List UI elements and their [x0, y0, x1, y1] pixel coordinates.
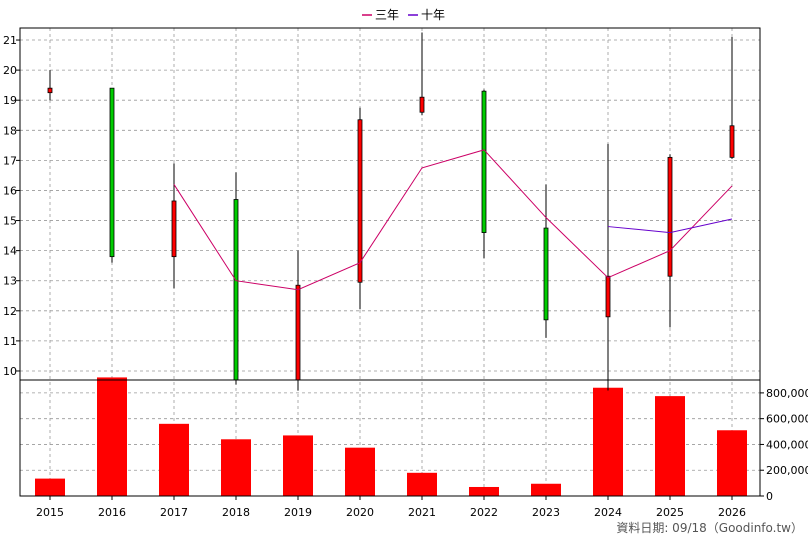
- x-tick-label: 2020: [346, 506, 374, 519]
- moving-average-lines: [173, 149, 733, 291]
- price-tick-label: 19: [3, 94, 17, 107]
- series-line-10y: [607, 218, 733, 234]
- legend-label-10y: 十年: [421, 8, 445, 22]
- candle-body-2026: [729, 125, 735, 158]
- volume-tick-label: 400,000: [766, 438, 808, 451]
- candle-body-2022: [481, 90, 487, 233]
- volume-bar-2019: [283, 435, 313, 496]
- volume-bars: [35, 377, 747, 496]
- price-tick-label: 13: [3, 275, 17, 288]
- x-tick-label: 2018: [222, 506, 250, 519]
- price-tick-label: 17: [3, 154, 17, 167]
- x-tick-label: 2024: [594, 506, 622, 519]
- legend: 三年 十年: [362, 8, 445, 22]
- price-tick-label: 10: [3, 365, 17, 378]
- volume-bar-2021: [407, 472, 437, 496]
- grid: [20, 28, 760, 496]
- volume-tick-label: 600,000: [766, 413, 808, 426]
- candle-body-2025: [667, 156, 673, 277]
- candle-body-2019: [295, 284, 301, 381]
- volume-bar-2022: [469, 486, 499, 496]
- legend-label-3y: 三年: [375, 8, 399, 22]
- candle-body-2017: [171, 200, 177, 258]
- volume-bar-2025: [655, 396, 685, 496]
- x-tick-label: 2015: [36, 506, 64, 519]
- x-tick-label: 2026: [718, 506, 746, 519]
- price-tick-label: 11: [3, 335, 17, 348]
- x-tick-label: 2023: [532, 506, 560, 519]
- candlesticks: [47, 32, 735, 391]
- volume-bar-2026: [717, 430, 747, 496]
- volume-tick-label: 800,000: [766, 387, 808, 400]
- price-tick-label: 15: [3, 215, 17, 228]
- plot-frame: [19, 27, 761, 497]
- volume-tick-label: 0: [766, 490, 773, 503]
- candle-body-2024: [605, 275, 611, 318]
- x-tick-label: 2022: [470, 506, 498, 519]
- price-tick-label: 20: [3, 64, 17, 77]
- volume-bar-2024: [593, 387, 623, 496]
- candle-body-2018: [233, 199, 239, 381]
- price-tick-label: 21: [3, 34, 17, 47]
- price-tick-label: 18: [3, 124, 17, 137]
- volume-bar-2018: [221, 439, 251, 496]
- x-tick-label: 2016: [98, 506, 126, 519]
- series-line-3y: [173, 149, 733, 291]
- candle-body-2016: [109, 87, 115, 258]
- footer-source: 資料日期: 09/18（Goodinfo.tw）: [616, 521, 803, 535]
- candle-body-2023: [543, 227, 549, 321]
- volume-bar-2016: [97, 377, 127, 496]
- x-tick-label: 2021: [408, 506, 436, 519]
- price-tick-label: 14: [3, 245, 17, 258]
- candle-body-2020: [357, 119, 363, 283]
- volume-bar-2015: [35, 478, 65, 496]
- price-tick-label: 12: [3, 305, 17, 318]
- x-tick-label: 2025: [656, 506, 684, 519]
- x-tick-label: 2019: [284, 506, 312, 519]
- price-tick-label: 16: [3, 184, 17, 197]
- volume-tick-label: 200,000: [766, 464, 808, 477]
- volume-bar-2017: [159, 423, 189, 496]
- volume-bar-2020: [345, 447, 375, 496]
- candle-body-2015: [47, 87, 53, 94]
- candle-body-2021: [419, 96, 425, 113]
- x-tick-label: 2017: [160, 506, 188, 519]
- volume-bar-2023: [531, 483, 561, 496]
- axes: 2015 2016 2017 2018 2019 2020 2021 2022 2023 2024…: [3, 27, 808, 519]
